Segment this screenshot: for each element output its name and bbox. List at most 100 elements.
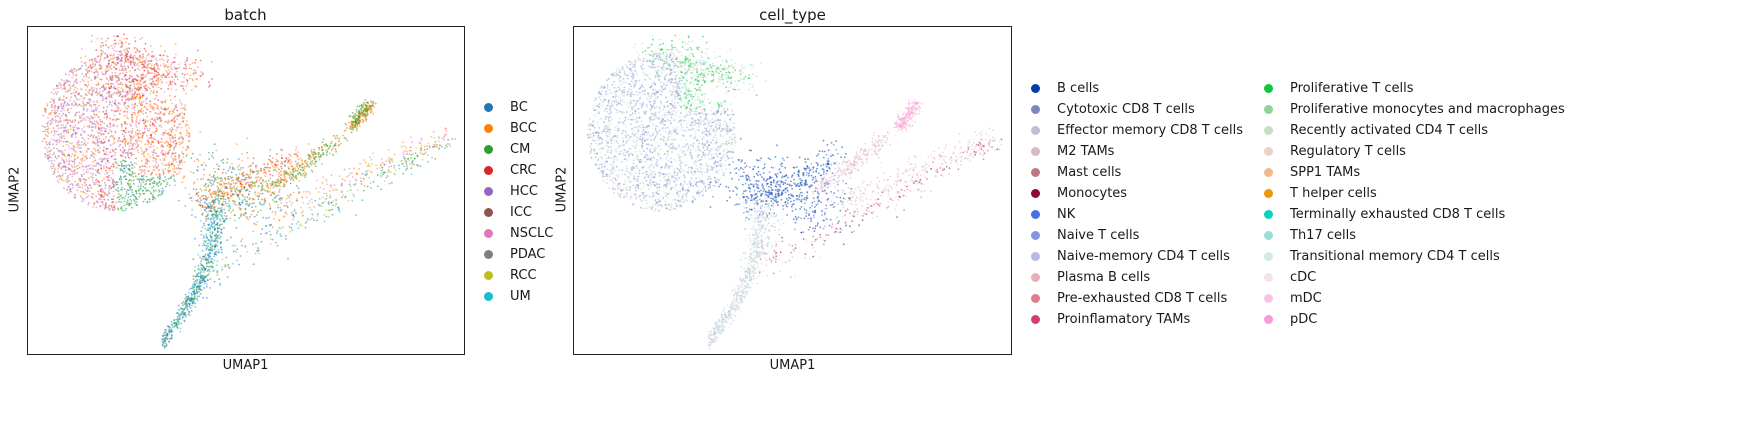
batch-point [368,176,370,179]
batch-point [134,202,137,205]
batch-point [127,117,129,120]
batch-point [154,97,157,100]
batch-point [214,170,216,173]
batch-point [93,156,95,159]
batch-point [235,143,238,146]
batch-point [186,305,189,307]
batch-point [332,145,335,148]
batch-point [112,143,115,145]
batch-point [241,238,244,241]
batch-point [302,163,305,166]
batch-point [341,183,343,186]
batch-point [125,160,127,163]
batch-point [71,186,74,189]
batch-point [73,170,76,173]
batch-point [240,213,242,215]
batch-point [175,106,177,109]
batch-point [90,115,93,118]
batch-point [64,119,67,121]
batch-point [144,143,146,146]
batch-point [190,197,193,199]
batch-point [88,177,90,180]
batch-point [221,194,224,197]
batch-point [209,231,212,234]
batch-point [382,173,384,176]
batch-point [120,96,123,98]
batch-point [139,79,142,82]
batch-point [44,146,46,149]
batch-point [208,265,211,268]
batch-point [71,153,74,155]
batch-point [109,67,111,70]
batch-point [213,259,216,262]
batch-point [175,88,178,91]
batch-point [324,178,327,181]
batch-point [173,108,176,111]
batch-point [354,121,357,124]
batch-point [143,155,146,158]
batch-point [178,167,181,170]
batch-point [97,135,100,137]
batch-point [126,116,128,119]
batch-point [174,43,177,46]
batch-point [98,163,100,166]
batch-point [210,196,213,199]
batch-point [116,58,119,61]
batch-point [369,182,372,184]
batch-point [97,73,99,76]
batch-point [273,185,276,188]
batch-point [311,217,314,220]
batch-point [351,172,353,174]
batch-point [83,181,86,184]
batch-point [56,91,59,93]
batch-point [173,165,176,168]
batch-point [224,264,227,267]
batch-point [202,255,205,258]
batch-point [84,188,86,191]
batch-point [87,165,90,168]
batch-point [76,172,78,175]
batch-point [122,101,125,104]
batch-point [161,101,164,103]
batch-point [353,115,355,118]
batch-point [127,131,130,134]
batch-point [135,190,137,193]
batch-point [101,191,104,194]
batch-point [147,71,150,73]
batch-point [292,167,295,170]
batch-point [170,320,173,323]
batch-point [182,153,184,155]
batch-point [385,176,388,179]
batch-point [154,57,157,60]
batch-point [71,69,74,72]
batch-point [81,48,83,50]
batch-point [106,172,109,174]
batch-point [133,104,136,107]
batch-point [58,120,60,123]
batch-point [161,57,163,60]
batch-point [155,158,158,161]
batch-point [114,151,117,154]
batch-point [227,178,229,180]
batch-point [87,171,89,174]
batch-point [286,194,289,197]
batch-point [113,39,116,42]
batch-point [369,111,372,114]
batch-point [177,172,180,175]
batch-point [91,176,94,179]
batch-point [106,54,109,56]
batch-point [85,69,88,71]
batch-point [101,86,103,88]
batch-point [164,130,167,132]
batch-point [216,223,219,225]
batch-point [423,148,426,151]
batch-point [308,219,311,221]
batch-point [126,58,129,60]
batch-point [56,114,59,117]
batch-point [164,132,166,134]
batch-point [120,183,123,185]
batch-point [187,310,190,313]
batch-point [79,67,82,70]
batch-point [163,157,166,160]
batch-point [81,119,84,122]
